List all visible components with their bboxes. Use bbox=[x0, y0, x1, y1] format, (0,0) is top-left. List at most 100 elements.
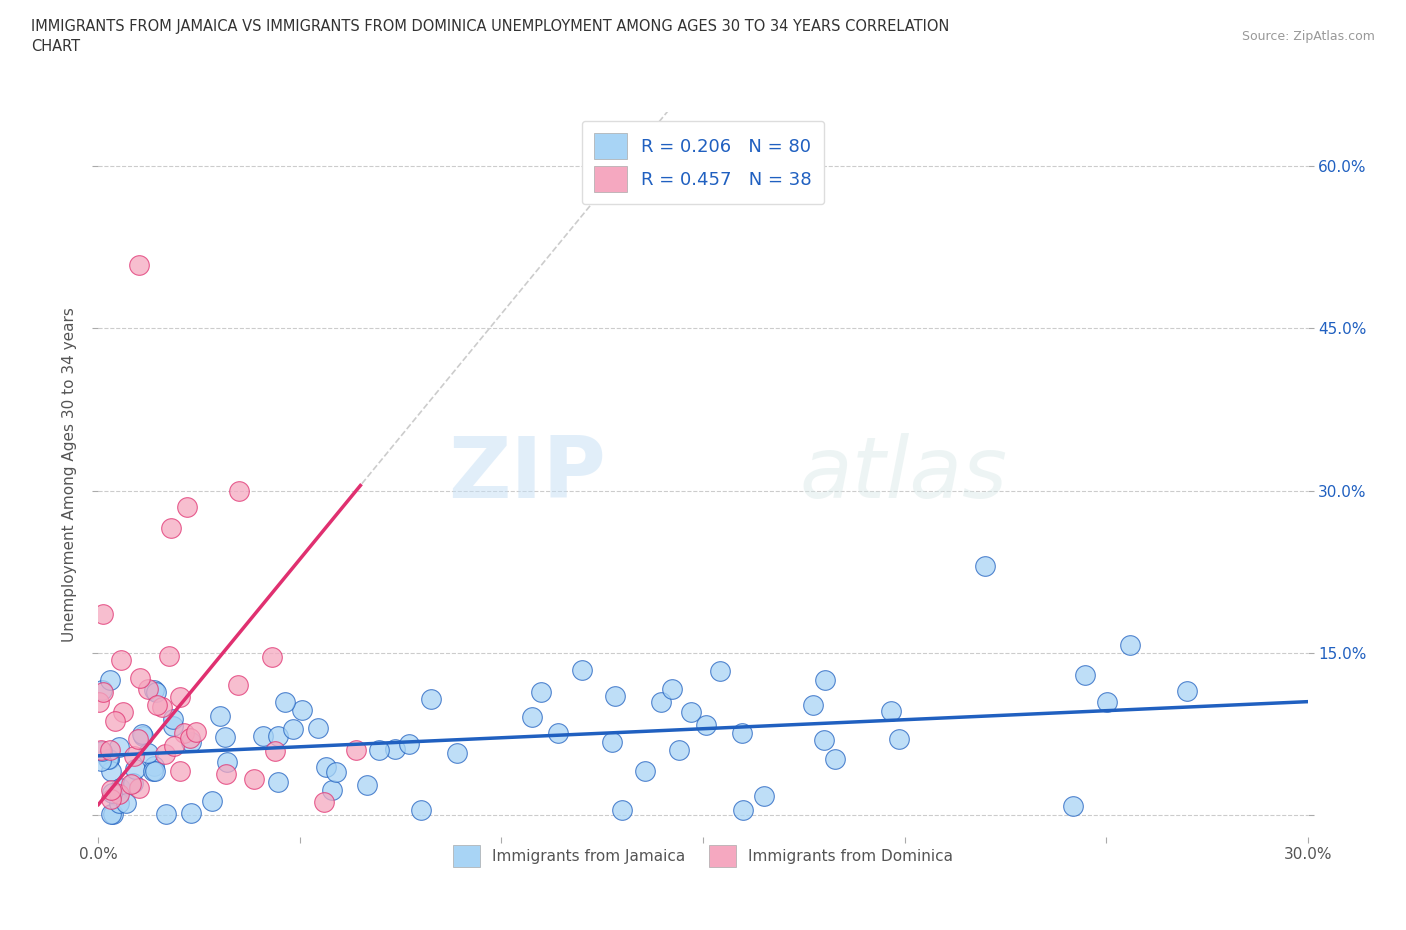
Point bbox=[226, 678, 249, 693]
Point bbox=[409, 803, 432, 817]
Point bbox=[97, 751, 120, 766]
Point bbox=[107, 786, 129, 801]
Point bbox=[91, 743, 114, 758]
Point bbox=[173, 725, 195, 740]
Point bbox=[547, 725, 569, 740]
Point bbox=[208, 709, 231, 724]
Point bbox=[398, 736, 420, 751]
Point bbox=[87, 695, 110, 710]
Point bbox=[179, 731, 201, 746]
Point bbox=[262, 650, 284, 665]
Point bbox=[110, 653, 132, 668]
Point bbox=[201, 794, 224, 809]
Point bbox=[695, 717, 717, 732]
Point bbox=[228, 483, 250, 498]
Point bbox=[138, 745, 160, 760]
Point bbox=[101, 807, 124, 822]
Point bbox=[1175, 684, 1198, 698]
Point bbox=[368, 742, 391, 757]
Point bbox=[679, 704, 702, 719]
Point bbox=[267, 728, 290, 743]
Point bbox=[530, 684, 553, 699]
Point bbox=[731, 725, 754, 740]
Point bbox=[128, 258, 150, 272]
Point bbox=[120, 777, 142, 791]
Point bbox=[602, 735, 624, 750]
Point bbox=[291, 703, 314, 718]
Point bbox=[1062, 799, 1084, 814]
Point bbox=[813, 732, 835, 747]
Point bbox=[160, 521, 183, 536]
Point bbox=[121, 776, 143, 790]
Point bbox=[184, 725, 207, 740]
Point bbox=[132, 729, 155, 744]
Point bbox=[96, 751, 118, 766]
Point bbox=[100, 782, 122, 797]
Point bbox=[100, 791, 122, 806]
Point bbox=[314, 794, 336, 809]
Point bbox=[129, 671, 152, 685]
Point bbox=[307, 721, 329, 736]
Text: Source: ZipAtlas.com: Source: ZipAtlas.com bbox=[1241, 30, 1375, 43]
Point bbox=[274, 695, 297, 710]
Point bbox=[446, 745, 468, 760]
Point bbox=[91, 683, 114, 698]
Point bbox=[108, 739, 131, 754]
Point bbox=[142, 683, 165, 698]
Point bbox=[153, 746, 176, 761]
Text: atlas: atlas bbox=[800, 432, 1008, 516]
Text: IMMIGRANTS FROM JAMAICA VS IMMIGRANTS FROM DOMINICA UNEMPLOYMENT AMONG AGES 30 T: IMMIGRANTS FROM JAMAICA VS IMMIGRANTS FR… bbox=[31, 19, 949, 33]
Point bbox=[100, 764, 122, 778]
Point bbox=[752, 789, 775, 804]
Point bbox=[100, 807, 122, 822]
Point bbox=[814, 672, 837, 687]
Point bbox=[603, 689, 626, 704]
Point bbox=[1119, 637, 1142, 652]
Point bbox=[215, 766, 238, 781]
Point bbox=[124, 762, 146, 777]
Point bbox=[162, 738, 184, 753]
Point bbox=[111, 705, 134, 720]
Point bbox=[974, 559, 997, 574]
Point bbox=[801, 698, 824, 712]
Point bbox=[127, 732, 149, 747]
Point bbox=[384, 741, 406, 756]
Point bbox=[91, 684, 114, 699]
Point bbox=[110, 780, 132, 795]
Y-axis label: Unemployment Among Ages 30 to 34 years: Unemployment Among Ages 30 to 34 years bbox=[62, 307, 77, 642]
Point bbox=[143, 758, 166, 773]
Point bbox=[145, 684, 167, 699]
Point bbox=[1095, 695, 1118, 710]
Point bbox=[650, 695, 672, 710]
Text: ZIP: ZIP bbox=[449, 432, 606, 516]
Point bbox=[634, 764, 657, 778]
Point bbox=[155, 807, 177, 822]
Point bbox=[138, 682, 160, 697]
Point bbox=[97, 751, 120, 766]
Point bbox=[321, 783, 343, 798]
Point bbox=[91, 607, 114, 622]
Point bbox=[661, 682, 683, 697]
Point bbox=[98, 672, 121, 687]
Point bbox=[1074, 668, 1097, 683]
Legend: Immigrants from Jamaica, Immigrants from Dominica: Immigrants from Jamaica, Immigrants from… bbox=[447, 839, 959, 873]
Point bbox=[180, 735, 202, 750]
Point bbox=[180, 805, 202, 820]
Point bbox=[315, 760, 337, 775]
Point bbox=[159, 649, 181, 664]
Point bbox=[214, 729, 236, 744]
Point bbox=[104, 713, 127, 728]
Point bbox=[243, 771, 266, 786]
Point bbox=[115, 796, 138, 811]
Point bbox=[169, 764, 191, 778]
Point bbox=[252, 728, 274, 743]
Point bbox=[169, 689, 191, 704]
Point bbox=[824, 751, 846, 766]
Point bbox=[90, 754, 112, 769]
Point bbox=[356, 777, 378, 792]
Point bbox=[281, 721, 304, 736]
Point bbox=[128, 781, 150, 796]
Point bbox=[571, 663, 593, 678]
Text: CHART: CHART bbox=[31, 39, 80, 54]
Point bbox=[889, 732, 911, 747]
